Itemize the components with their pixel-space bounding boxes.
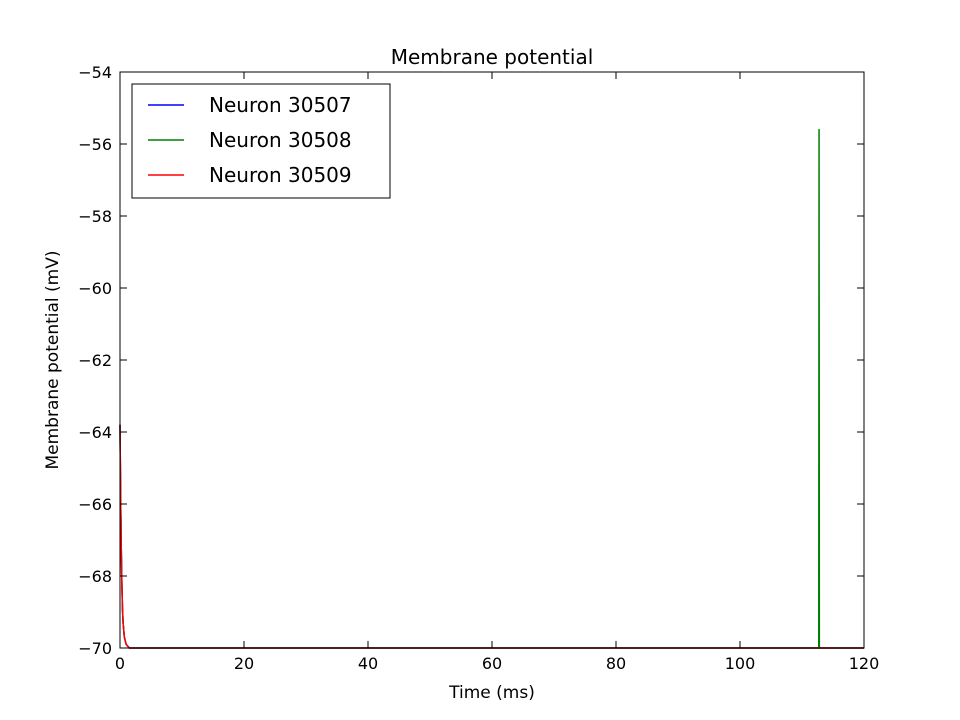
x-tick-label: 60: [482, 654, 502, 673]
x-tick-label: 100: [725, 654, 756, 673]
legend-label-1: Neuron 30507: [209, 93, 352, 117]
y-tick-label: −64: [78, 423, 112, 442]
x-tick-label: 80: [606, 654, 626, 673]
x-tick-label: 40: [358, 654, 378, 673]
x-tick-label: 20: [234, 654, 254, 673]
legend: Neuron 30507 Neuron 30508 Neuron 30509: [131, 83, 391, 199]
y-tick-label: −54: [78, 63, 112, 82]
y-tick-label: −56: [78, 135, 112, 154]
legend-box: [131, 83, 391, 199]
x-tick-label: 120: [849, 654, 880, 673]
ticks-layer: 0 20 40 60 80 100 120 −70 −68 −66 −64 −62 −60 −58 −56 −…: [78, 63, 879, 673]
x-axis-title: Time (ms): [448, 683, 535, 703]
y-tick-label: −68: [78, 567, 112, 586]
legend-label-3: Neuron 30509: [209, 163, 352, 187]
y-tick-label: −58: [78, 207, 112, 226]
y-tick-label: −70: [78, 639, 112, 658]
chart-title: Membrane potential: [391, 45, 594, 69]
y-tick-label: −66: [78, 495, 112, 514]
y-tick-label: −60: [78, 279, 112, 298]
x-tick-label: 0: [115, 654, 125, 673]
y-axis-title: Membrane potential (mV): [43, 251, 63, 470]
legend-label-2: Neuron 30508: [209, 128, 352, 152]
y-tick-label: −62: [78, 351, 112, 370]
